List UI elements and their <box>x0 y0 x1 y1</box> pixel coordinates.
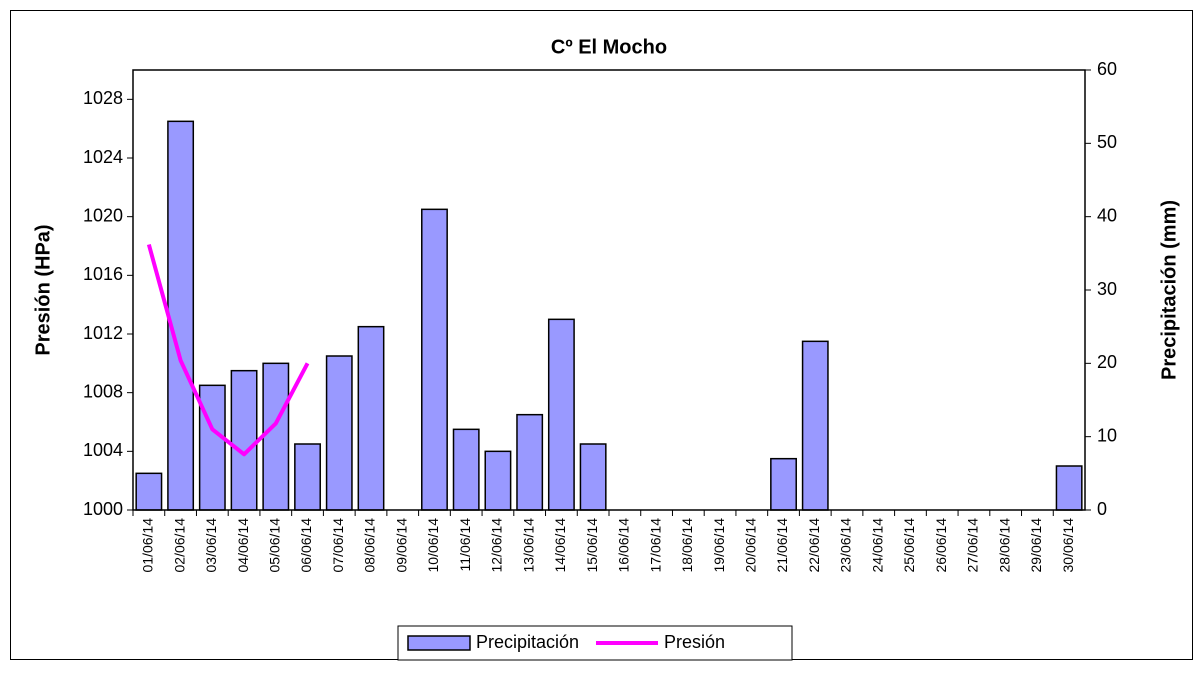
bar <box>230 369 258 511</box>
bar <box>262 362 290 511</box>
bar <box>579 443 607 511</box>
line <box>146 244 310 457</box>
legend: Precipitación Presión <box>397 625 793 661</box>
bar <box>516 413 544 511</box>
legend-label: Presión <box>664 632 725 652</box>
chart-title: Cº El Mocho <box>551 36 667 58</box>
y-tick-label: 1020 <box>83 205 123 225</box>
x-tick-label: 15/06/14 <box>584 518 600 573</box>
y-axis-label: Presión (HPa) <box>32 224 54 355</box>
x-tick-label: 19/06/14 <box>711 518 727 573</box>
x-tick-label: 23/06/14 <box>838 518 854 573</box>
x-tick-label: 24/06/14 <box>869 518 885 573</box>
y2-tick-label: 40 <box>1097 205 1117 225</box>
bar <box>547 318 575 511</box>
x-tick-label: 28/06/14 <box>996 518 1012 573</box>
x-tick-label: 29/06/14 <box>1028 518 1044 573</box>
y-tick-label: 1024 <box>83 147 123 167</box>
y2-axis-label: Precipitación (mm) <box>1158 200 1180 380</box>
x-tick-label: 21/06/14 <box>774 518 790 573</box>
y2-tick-label: 60 <box>1097 59 1117 79</box>
bar <box>1055 465 1083 511</box>
y-tick-label: 1008 <box>83 381 123 401</box>
y-tick-label: 1028 <box>83 88 123 108</box>
bar <box>452 428 480 511</box>
x-tick-label: 30/06/14 <box>1060 518 1076 573</box>
x-tick-label: 22/06/14 <box>806 518 822 573</box>
x-tick-label: 25/06/14 <box>901 518 917 573</box>
x-tick-label: 17/06/14 <box>647 518 663 573</box>
x-tick-label: 08/06/14 <box>362 518 378 573</box>
x-tick-label: 14/06/14 <box>552 518 568 573</box>
plot-area <box>133 70 1085 510</box>
x-tick-label: 01/06/14 <box>140 518 156 573</box>
bar <box>357 325 385 511</box>
x-tick-label: 13/06/14 <box>520 518 536 573</box>
x-tick-label: 09/06/14 <box>393 518 409 573</box>
y-tick-label: 1012 <box>83 323 123 343</box>
y2-tick-label: 0 <box>1097 499 1107 519</box>
bar <box>135 472 163 511</box>
bar <box>484 450 512 511</box>
x-tick-label: 12/06/14 <box>489 518 505 573</box>
y-tick-label: 1000 <box>83 499 123 519</box>
x-tick-label: 27/06/14 <box>965 518 981 573</box>
x-tick-label: 26/06/14 <box>933 518 949 573</box>
y2-tick-label: 50 <box>1097 132 1117 152</box>
x-tick-label: 18/06/14 <box>679 518 695 573</box>
bar <box>167 120 195 511</box>
y-tick-label: 1016 <box>83 264 123 284</box>
bar <box>294 443 321 511</box>
bar <box>801 340 829 511</box>
x-tick-label: 16/06/14 <box>616 518 632 573</box>
x-tick-label: 04/06/14 <box>235 518 251 573</box>
x-tick-label: 20/06/14 <box>743 518 759 573</box>
y2-tick-label: 30 <box>1097 279 1117 299</box>
x-tick-label: 11/06/14 <box>457 518 473 572</box>
y2-tick-label: 10 <box>1097 425 1117 445</box>
y-tick-label: 1004 <box>83 440 123 460</box>
bar <box>421 208 448 511</box>
x-tick-label: 03/06/14 <box>203 518 219 573</box>
bar <box>325 355 353 511</box>
legend-swatch <box>407 635 471 651</box>
bar <box>198 384 226 511</box>
x-tick-label: 02/06/14 <box>171 518 187 573</box>
legend-label: Precipitación <box>476 632 579 652</box>
x-tick-label: 07/06/14 <box>330 518 346 573</box>
x-tick-label: 05/06/14 <box>267 518 283 573</box>
x-tick-label: 10/06/14 <box>425 518 441 573</box>
y2-tick-label: 20 <box>1097 352 1117 372</box>
x-tick-label: 06/06/14 <box>298 518 314 573</box>
bar <box>770 457 797 511</box>
